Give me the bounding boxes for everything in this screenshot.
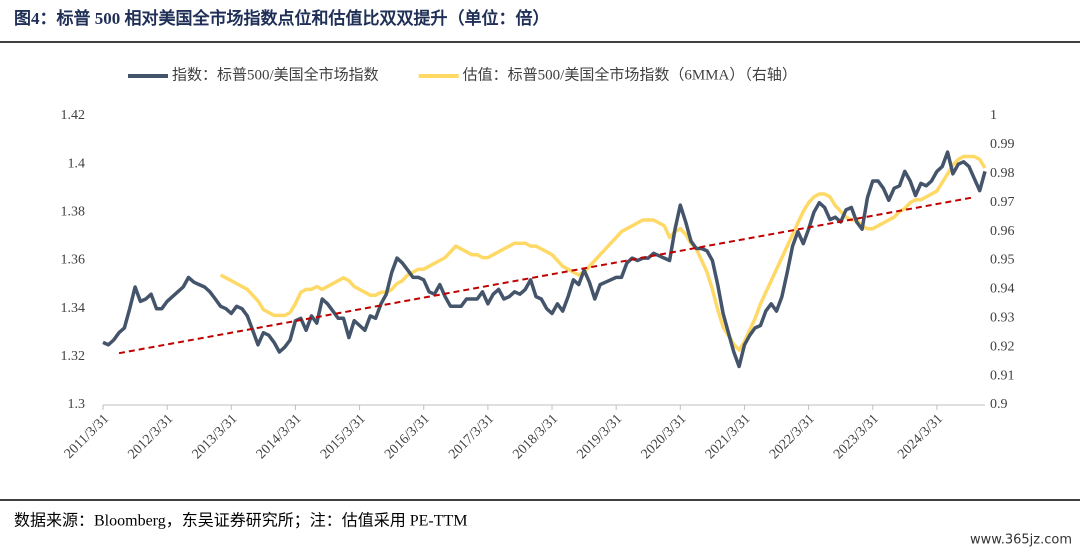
- y-tick-label: 1.3: [68, 397, 86, 412]
- x-tick-label: 2014/3/31: [254, 411, 305, 462]
- chart-title: 图4：标普 500 相对美国全市场指数点位和估值比双双提升（单位：倍）: [14, 8, 550, 28]
- x-tick-label: 2021/3/31: [703, 411, 754, 462]
- y2-tick-label: 0.92: [990, 339, 1015, 354]
- x-tick-label: 2024/3/31: [895, 411, 946, 462]
- legend-label: 指数：标普500/美国全市场指数: [172, 65, 379, 83]
- x-tick-label: 2013/3/31: [190, 411, 241, 462]
- x-tick-label: 2020/3/31: [639, 411, 690, 462]
- x-tick-label: 2023/3/31: [831, 411, 882, 462]
- x-tick-label: 2012/3/31: [125, 411, 176, 462]
- x-tick-label: 2011/3/31: [62, 411, 112, 461]
- x-tick-label: 2017/3/31: [446, 411, 497, 462]
- y2-tick-label: 0.97: [990, 195, 1015, 210]
- y2-tick-label: 0.9: [990, 397, 1008, 412]
- watermark: www.365jz.com: [970, 533, 1072, 548]
- y-tick-label: 1.34: [61, 301, 86, 316]
- y2-tick-label: 0.94: [990, 282, 1015, 297]
- y2-tick-label: 0.95: [990, 253, 1015, 268]
- y-tick-label: 1.4: [68, 156, 86, 171]
- series-line: [102, 150, 987, 369]
- y-tick-label: 1.38: [61, 205, 86, 220]
- y2-tick-label: 0.93: [990, 311, 1015, 326]
- x-tick-label: 2015/3/31: [318, 411, 369, 462]
- y2-tick-label: 0.98: [990, 166, 1015, 181]
- y2-tick-label: 0.96: [990, 224, 1015, 239]
- trend-line: [118, 196, 975, 355]
- x-tick-label: 2018/3/31: [510, 411, 561, 462]
- y-tick-label: 1.36: [61, 253, 86, 268]
- y2-tick-label: 0.99: [990, 137, 1015, 152]
- legend-label: 估值：标普500/美国全市场指数（6MMA）（右轴）: [463, 65, 797, 83]
- y2-tick-label: 1: [990, 108, 997, 123]
- source-note: 数据来源：Bloomberg，东吴证券研究所；注：估值采用 PE-TTM: [14, 512, 467, 530]
- x-tick-label: 2019/3/31: [575, 411, 626, 462]
- y-tick-label: 1.42: [61, 108, 86, 123]
- y-tick-label: 1.32: [61, 349, 86, 364]
- y2-tick-label: 0.91: [990, 368, 1015, 383]
- x-tick-label: 2022/3/31: [767, 411, 818, 462]
- x-tick-label: 2016/3/31: [382, 411, 433, 462]
